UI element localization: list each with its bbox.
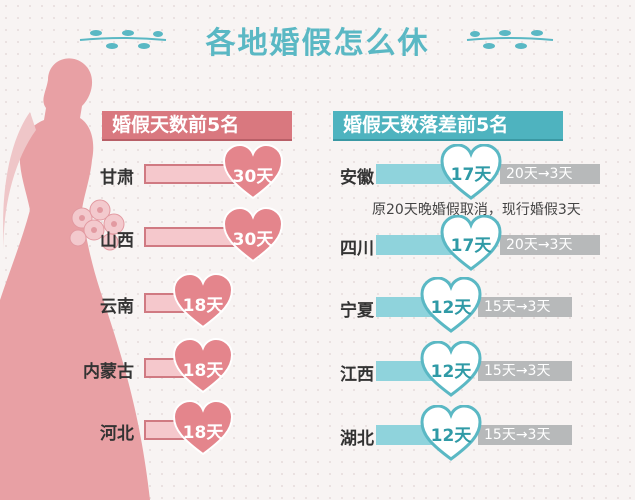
province-label: 宁夏 [340,301,374,321]
days-value: 30天 [232,230,274,250]
flower-bouquet-icon [69,199,125,251]
province-label: 云南 [100,297,134,317]
change-label: 20天→3天 [500,235,600,255]
heart-icon [420,277,482,333]
change-label: 15天→3天 [478,361,572,381]
province-label: 四川 [340,239,374,259]
page-title: 各地婚假怎么休 [205,26,430,61]
heart-icon [222,144,284,200]
days-value: 12天 [430,298,472,318]
heart-icon [172,400,234,456]
province-label: 河北 [100,424,134,444]
heart-icon [440,144,502,200]
change-label: 15天→3天 [478,297,572,317]
change-label: 20天→3天 [500,164,600,184]
change-label: 15天→3天 [478,425,572,445]
days-value: 17天 [450,165,492,185]
days-value: 12天 [430,426,472,446]
right-vine-decoration [466,30,554,49]
province-label: 江西 [340,365,374,385]
heart-icon [172,273,234,329]
left-section-heading: 婚假天数前5名 [102,111,292,141]
province-label: 湖北 [340,429,374,449]
days-value: 18天 [182,423,224,443]
days-value: 18天 [182,361,224,381]
heart-icon [172,338,234,394]
left-vine-decoration [79,30,167,49]
heart-icon [420,405,482,461]
bride-silhouette-illustration [0,58,150,500]
days-value: 17天 [450,236,492,256]
province-label: 安徽 [340,168,374,188]
heart-icon [222,207,284,263]
province-label: 甘肃 [100,168,134,188]
right-section-heading: 婚假天数落差前5名 [333,111,563,141]
policy-note: 原20天晚婚假取消，现行婚假3天 [372,202,581,218]
days-value: 18天 [182,296,224,316]
days-value: 30天 [232,167,274,187]
days-value: 12天 [430,362,472,382]
heart-icon [420,341,482,397]
province-label: 山西 [100,231,134,251]
province-label: 内蒙古 [83,362,134,382]
heart-icon [440,215,502,271]
